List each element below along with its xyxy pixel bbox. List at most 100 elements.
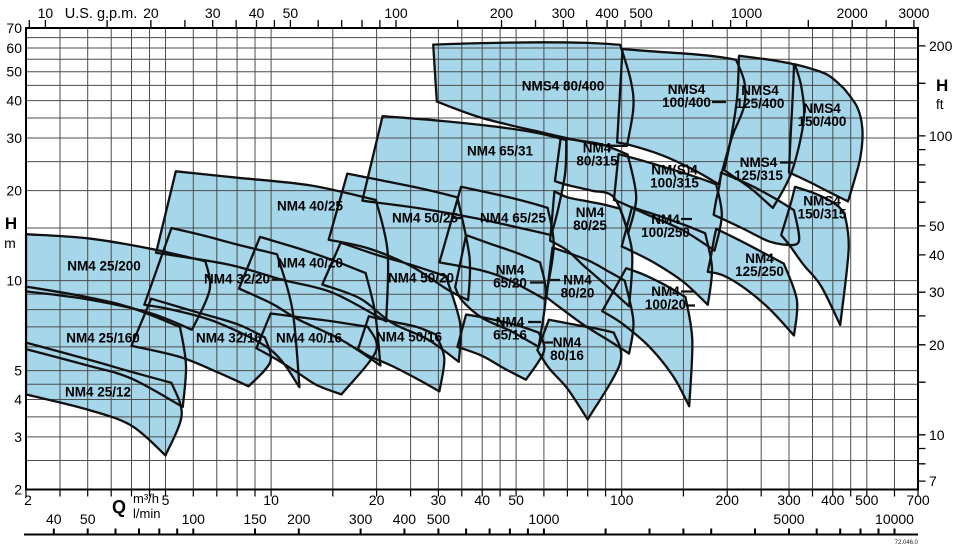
svg-text:200: 200 [490, 5, 514, 21]
svg-text:NMS4: NMS4 [740, 155, 778, 170]
svg-text:200: 200 [929, 38, 953, 54]
svg-text:2: 2 [24, 492, 32, 508]
svg-text:125/250: 125/250 [735, 264, 784, 279]
svg-text:100/315: 100/315 [650, 176, 699, 191]
svg-text:50: 50 [283, 5, 299, 21]
svg-text:2: 2 [14, 482, 22, 498]
svg-text:30: 30 [205, 5, 221, 21]
svg-text:NM4 25/12: NM4 25/12 [65, 385, 131, 400]
svg-text:NM4: NM4 [496, 263, 525, 278]
svg-text:500: 500 [427, 511, 451, 527]
svg-text:50: 50 [80, 511, 96, 527]
svg-text:NMS4 80/400: NMS4 80/400 [522, 79, 605, 94]
svg-text:20: 20 [143, 5, 159, 21]
svg-text:10: 10 [263, 492, 279, 508]
svg-text:NM4 50/20: NM4 50/20 [388, 271, 454, 286]
svg-text:2000: 2000 [837, 5, 868, 21]
svg-text:10000: 10000 [875, 511, 914, 527]
svg-text:20: 20 [6, 183, 22, 199]
svg-text:100/20: 100/20 [645, 297, 686, 312]
svg-text:H: H [936, 76, 948, 95]
svg-text:NMS4: NMS4 [803, 194, 841, 209]
svg-text:150/400: 150/400 [798, 114, 847, 129]
svg-text:50: 50 [508, 492, 524, 508]
svg-text:100/250: 100/250 [641, 225, 690, 240]
svg-text:100: 100 [182, 511, 206, 527]
svg-text:80/16: 80/16 [550, 348, 584, 363]
svg-text:400: 400 [595, 5, 619, 21]
svg-text:NM4: NM4 [651, 212, 680, 227]
svg-text:80/20: 80/20 [561, 286, 595, 301]
svg-text:300: 300 [349, 511, 373, 527]
svg-text:300: 300 [777, 492, 801, 508]
svg-text:65/16: 65/16 [493, 328, 527, 343]
svg-text:NM4 40/16: NM4 40/16 [276, 331, 343, 346]
svg-text:70: 70 [6, 20, 22, 36]
svg-text:NM4 50/16: NM4 50/16 [376, 330, 443, 345]
svg-text:125/400: 125/400 [736, 96, 785, 111]
svg-text:50: 50 [929, 218, 945, 234]
svg-text:400: 400 [393, 511, 417, 527]
svg-text:700: 700 [906, 492, 930, 508]
svg-text:NMS4: NMS4 [803, 101, 841, 116]
svg-text:65/20: 65/20 [493, 276, 527, 291]
svg-text:5000: 5000 [773, 511, 804, 527]
svg-text:40: 40 [6, 93, 22, 109]
svg-text:200: 200 [716, 492, 740, 508]
svg-text:NM4: NM4 [651, 284, 680, 299]
svg-text:30: 30 [431, 492, 447, 508]
svg-text:500: 500 [629, 5, 653, 21]
svg-text:60: 60 [6, 40, 22, 56]
svg-text:U.S. g.p.m.: U.S. g.p.m. [65, 6, 138, 22]
svg-text:NM(S)4: NM(S)4 [651, 163, 698, 178]
svg-text:100: 100 [384, 5, 408, 21]
svg-text:72.046.0: 72.046.0 [895, 540, 919, 546]
svg-text:10: 10 [6, 273, 22, 289]
svg-text:NM4 25/200: NM4 25/200 [67, 259, 141, 274]
svg-text:NM4: NM4 [576, 205, 605, 220]
svg-text:NM4 40/20: NM4 40/20 [277, 256, 343, 271]
svg-text:40: 40 [474, 492, 490, 508]
svg-text:1000: 1000 [528, 511, 559, 527]
svg-text:NM4 32/16: NM4 32/16 [196, 331, 263, 346]
svg-text:NMS4: NMS4 [741, 83, 779, 98]
svg-text:20: 20 [369, 492, 385, 508]
svg-text:20: 20 [929, 337, 945, 353]
svg-text:10: 10 [929, 427, 945, 443]
svg-text:5: 5 [14, 363, 22, 379]
svg-text:80/25: 80/25 [573, 218, 607, 233]
svg-text:7: 7 [929, 473, 937, 489]
svg-text:150/315: 150/315 [798, 207, 847, 222]
svg-text:400: 400 [821, 492, 845, 508]
svg-text:30: 30 [6, 130, 22, 146]
svg-text:40: 40 [46, 511, 62, 527]
svg-text:NMS4: NMS4 [668, 82, 706, 97]
svg-text:NM4: NM4 [553, 335, 582, 350]
svg-text:10: 10 [38, 5, 54, 21]
svg-text:1000: 1000 [731, 5, 762, 21]
svg-text:300: 300 [552, 5, 576, 21]
svg-text:NM4 65/31: NM4 65/31 [467, 144, 534, 159]
svg-text:50: 50 [6, 64, 22, 80]
svg-text:NM4 40/25: NM4 40/25 [277, 199, 344, 214]
svg-text:30: 30 [929, 284, 945, 300]
svg-text:m: m [4, 235, 16, 251]
svg-text:NM4: NM4 [583, 141, 612, 156]
svg-text:NM4 32/20: NM4 32/20 [204, 272, 270, 287]
svg-text:H: H [5, 214, 17, 233]
svg-text:4: 4 [14, 392, 22, 408]
svg-text:100/400: 100/400 [662, 95, 711, 110]
svg-text:ft: ft [936, 97, 944, 112]
svg-text:NM4 50/25: NM4 50/25 [392, 211, 459, 226]
svg-text:200: 200 [287, 511, 311, 527]
svg-text:NM4 65/25: NM4 65/25 [480, 211, 547, 226]
svg-text:5: 5 [162, 492, 170, 508]
svg-text:100: 100 [929, 128, 953, 144]
svg-text:40: 40 [249, 5, 265, 21]
svg-text:3000: 3000 [898, 5, 929, 21]
svg-text:NM4: NM4 [745, 251, 774, 266]
svg-text:Q: Q [112, 497, 126, 517]
svg-text:125/315: 125/315 [734, 168, 783, 183]
svg-text:l/min: l/min [133, 506, 160, 521]
svg-text:80/315: 80/315 [576, 154, 618, 169]
